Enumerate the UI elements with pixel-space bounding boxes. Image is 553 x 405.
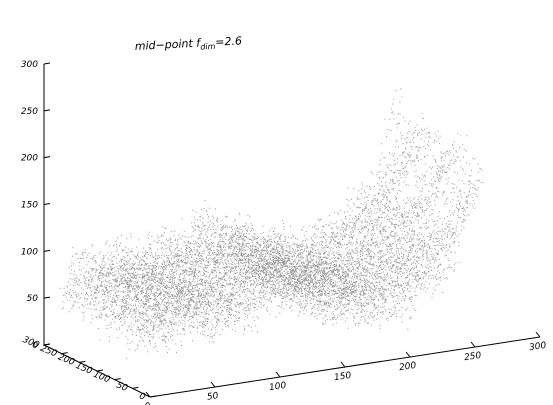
y-tick-label: 200 [56,352,76,368]
y-tick-label: 100 [92,370,112,386]
x-tick-mark [405,351,411,358]
chart-title: mid−point fdim=2.6 [134,34,242,55]
surface-mesh [59,88,484,359]
x-tick-mark [340,361,346,368]
z-tick-label: 0 [32,341,38,351]
x-tick-mark [470,341,476,348]
z-tick-label: 100 [21,247,38,257]
z-tick-mark [43,249,51,252]
x-tick-label: 0 [144,402,151,405]
z-tick-mark [43,296,51,299]
z-tick-label: 250 [21,107,38,117]
x-tick-mark [535,331,541,338]
x-tick-label: 150 [334,371,353,383]
z-axis: 0 50 100 150 200 250 300 [21,60,51,351]
x-tick-label: 100 [269,381,288,393]
x-tick-label: 200 [399,361,418,373]
y-tick-label: 150 [74,361,94,377]
x-tick-mark [145,391,151,398]
x-tick-label: 300 [529,341,548,353]
y-tick-label: 250 [39,344,59,360]
z-tick-mark [43,156,51,159]
x-tick-label: 50 [206,391,219,403]
x-axis: 0 50 100 150 200 250 300 [144,331,548,405]
surface-layer [59,88,484,359]
z-tick-mark [43,62,51,65]
y-tick-label: 50 [115,381,130,395]
y-tick-mark [79,360,86,363]
x-tick-mark [275,371,281,378]
y-tick-mark [43,343,51,346]
z-tick-mark [43,203,51,205]
y-tick-mark [61,352,68,355]
z-tick-label: 200 [21,154,38,164]
z-tick-label: 300 [21,60,38,70]
y-tick-label: 0 [138,391,147,403]
x-tick-label: 250 [464,351,483,363]
x-tick-mark [210,381,216,388]
y-tick-mark [132,386,139,389]
z-tick-mark [43,109,51,112]
y-tick-mark [96,369,104,372]
z-tick-label: 150 [21,201,38,211]
y-tick-mark [114,378,121,381]
z-tick-label: 50 [27,294,39,304]
